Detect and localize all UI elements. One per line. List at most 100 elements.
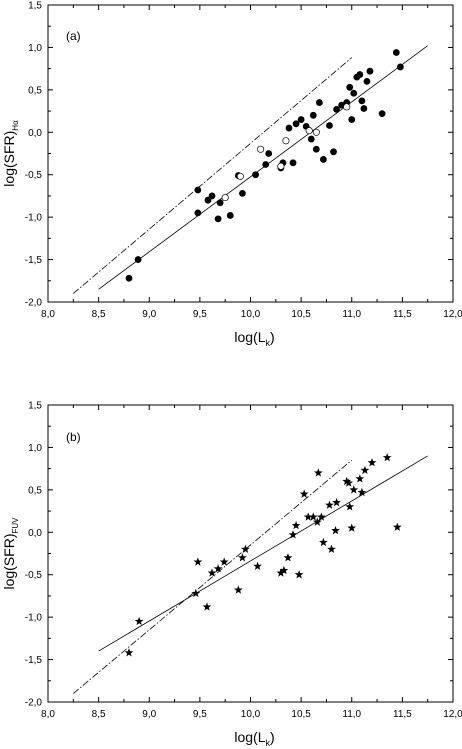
x-tick-label: 8,5 (92, 309, 106, 320)
x-tick-label: 8,0 (41, 309, 55, 320)
data-point-open (257, 145, 265, 153)
data-point-star (325, 500, 334, 509)
panel-label: (a) (66, 29, 81, 43)
data-point-star (202, 602, 212, 611)
x-tick-label: 9,5 (193, 709, 207, 720)
data-point-filled (356, 71, 364, 78)
data-point-star (317, 512, 326, 521)
data-point-filled (292, 120, 300, 128)
data-point-filled (320, 156, 327, 163)
y-tick-label: -1,5 (25, 655, 43, 666)
data-point-star (279, 565, 289, 575)
data-point-star (345, 502, 355, 511)
data-point-star (233, 585, 243, 594)
data-point-filled (307, 135, 315, 143)
data-point-filled (297, 116, 305, 123)
x-tick-label: 10,5 (291, 709, 311, 720)
data-point-star (344, 478, 354, 487)
data-point-star (342, 476, 352, 486)
data-point-filled (208, 192, 216, 200)
x-axis-title: log(Lk) (234, 729, 274, 748)
data-point-star (312, 517, 322, 526)
data-point-star (207, 568, 217, 577)
data-point-star (213, 564, 223, 573)
data-point-filled (326, 122, 333, 129)
data-point-filled (216, 199, 224, 207)
data-point-filled (194, 209, 202, 217)
data-point-filled (363, 77, 371, 85)
data-point-star (241, 544, 250, 553)
data-point-star (219, 557, 229, 566)
data-point-open (305, 127, 313, 135)
y-tick-label: 1,0 (28, 443, 42, 454)
y-tick-label: 0,0 (28, 128, 42, 139)
data-point-star (392, 522, 402, 531)
data-point-star (313, 468, 323, 477)
data-point-star (367, 458, 377, 467)
x-tick-label: 8,0 (41, 709, 55, 720)
data-point-star (291, 520, 301, 530)
fit-line-dash-dot (73, 57, 353, 294)
data-point-filled (239, 189, 246, 197)
x-tick-label: 9,0 (142, 309, 156, 320)
fit-line-dash-dot (73, 459, 353, 694)
data-point-filled (125, 274, 133, 282)
data-point-filled (333, 105, 340, 113)
y-tick-label: 1,0 (28, 43, 42, 54)
data-point-filled (366, 67, 374, 75)
fit-line-solid (98, 455, 428, 652)
y-tick-label: 0,5 (28, 85, 42, 96)
data-point-filled (226, 212, 234, 219)
y-tick-label: 1,5 (28, 1, 42, 12)
y-tick-label: -0,5 (25, 570, 43, 581)
data-point-star (283, 553, 293, 562)
x-tick-label: 10,0 (241, 709, 261, 720)
data-point-star (355, 474, 365, 483)
x-axis-title: log(Lk) (234, 329, 274, 348)
x-tick-label: 10,5 (291, 309, 311, 320)
x-tick-label: 12,0 (443, 309, 462, 320)
data-point-filled (252, 171, 259, 179)
data-point-star (349, 485, 359, 494)
data-point-star (134, 616, 144, 626)
data-point-filled (262, 161, 270, 168)
y-tick-label: -2,0 (25, 298, 43, 309)
data-point-filled (348, 116, 356, 123)
data-point-filled (396, 63, 404, 71)
data-point-star (299, 489, 309, 498)
data-point-open (343, 103, 351, 111)
data-point-open (221, 194, 229, 202)
data-point-star (357, 487, 367, 497)
data-point-filled (289, 159, 297, 167)
data-point-star (294, 570, 304, 579)
data-point-star (193, 557, 203, 566)
data-point-star (382, 453, 392, 462)
data-point-filled (134, 256, 142, 263)
x-tick-label: 9,5 (193, 309, 207, 320)
data-point-star (360, 465, 370, 475)
y-tick-label: 1,5 (28, 401, 42, 412)
data-point-star (327, 544, 336, 553)
data-point-filled (309, 111, 317, 119)
data-point-filled (330, 148, 337, 156)
data-point-filled (194, 186, 202, 194)
data-point-star (332, 497, 341, 507)
data-point-filled (204, 196, 212, 204)
y-tick-label: -2,0 (25, 698, 43, 709)
data-point-filled (315, 99, 323, 106)
x-tick-label: 8,5 (92, 709, 106, 720)
data-point-open (312, 128, 320, 136)
y-axis-title: log(SFR)FUV (1, 517, 20, 590)
y-tick-label: -1,0 (25, 613, 43, 624)
data-point-filled (214, 215, 222, 223)
y-tick-label: 0,0 (28, 528, 42, 539)
y-tick-label: 0,5 (28, 485, 42, 496)
fit-line-solid (98, 45, 428, 290)
data-point-star (331, 525, 340, 535)
y-tick-label: -1,5 (25, 255, 43, 266)
data-point-filled (350, 89, 358, 97)
data-point-star (238, 553, 247, 562)
x-tick-label: 9,0 (142, 709, 156, 720)
